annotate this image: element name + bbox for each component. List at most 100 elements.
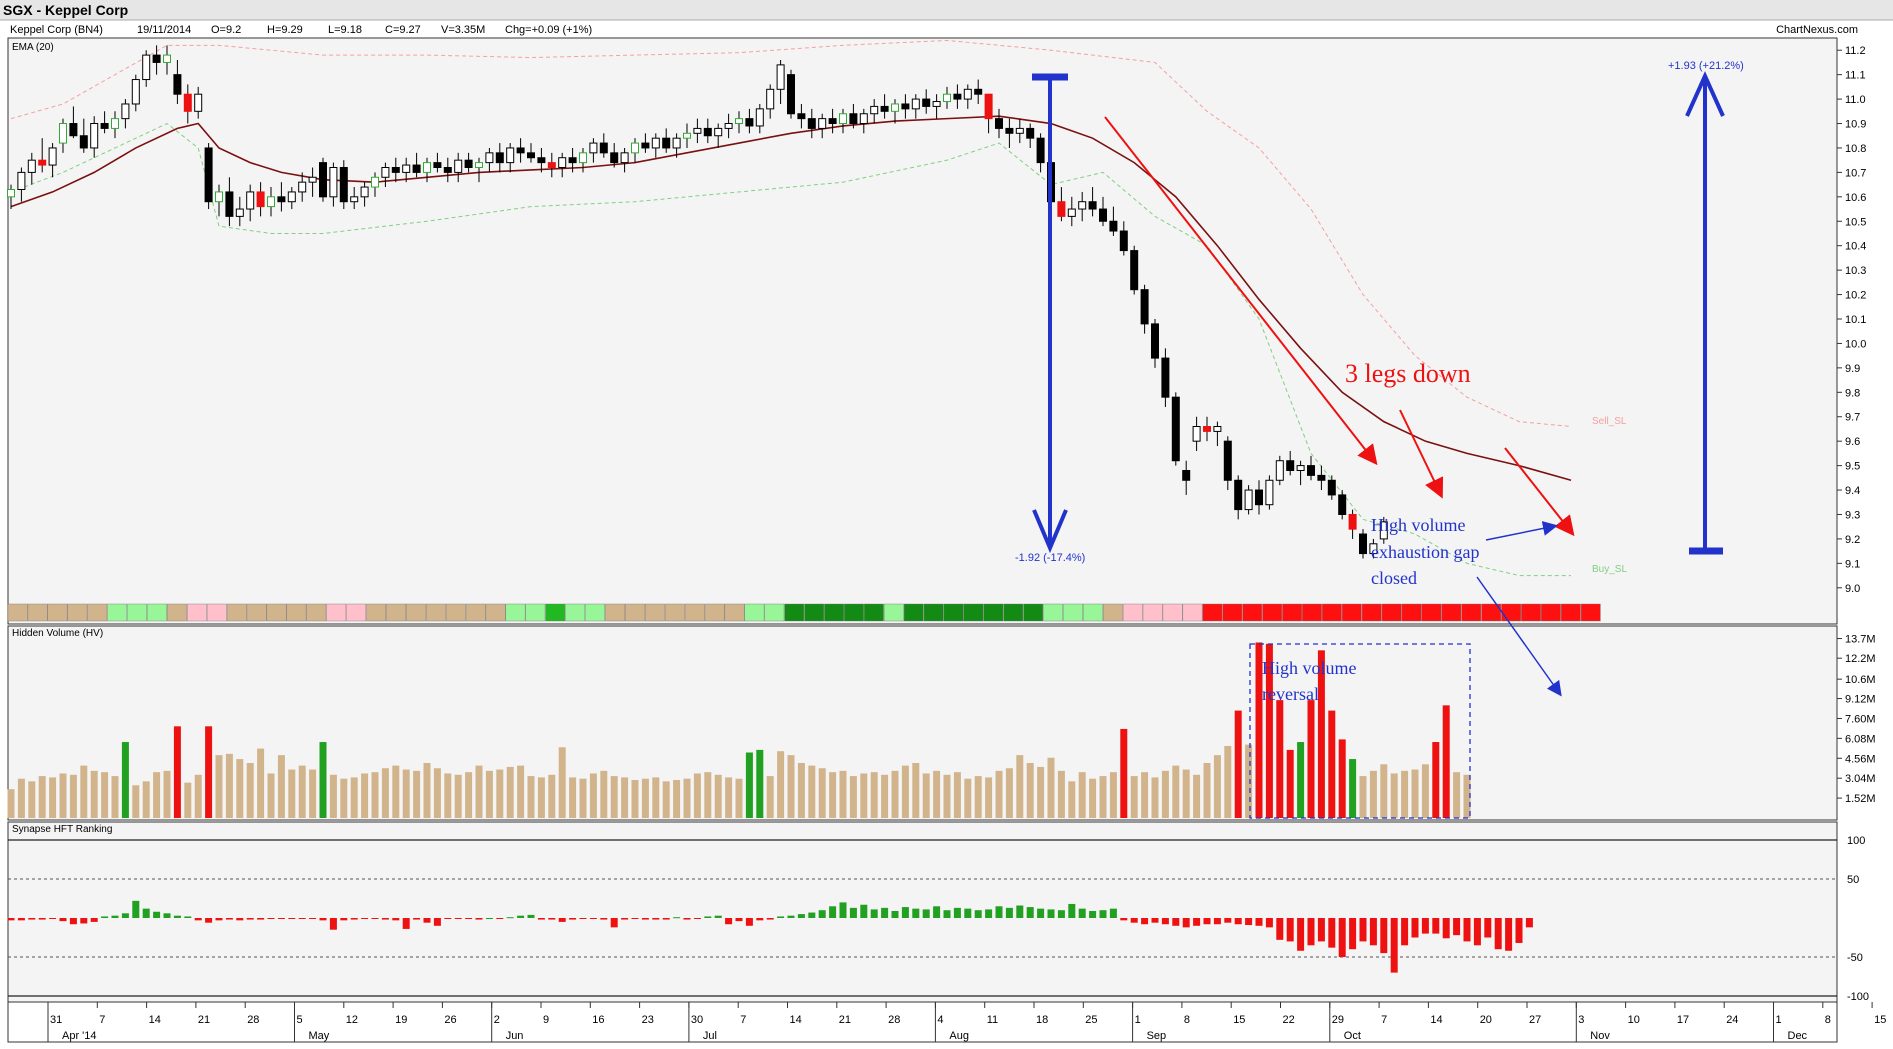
hft-bar	[1505, 918, 1513, 951]
candle-body	[485, 152, 494, 164]
candle-body	[475, 162, 483, 169]
candle-body	[932, 101, 941, 107]
hft-bar	[1234, 918, 1242, 925]
date-tick-label: 7	[1381, 1014, 1387, 1026]
date-tick-label: 21	[198, 1014, 210, 1026]
candle-body	[350, 196, 359, 203]
hft-bar	[402, 918, 410, 929]
price-tick-label: 10.7	[1845, 167, 1866, 179]
rank-bar-segment	[1501, 603, 1521, 622]
hft-bar	[288, 918, 296, 919]
candle-body	[1026, 127, 1035, 139]
volume-bar	[59, 773, 67, 818]
volume-bar	[506, 766, 514, 818]
volume-bar	[225, 753, 233, 818]
rank-bar-segment	[87, 603, 108, 622]
quote-date: 19/11/2014	[137, 24, 191, 36]
quote-close: C=9.27	[385, 24, 421, 36]
rank-bar-segment	[923, 603, 944, 622]
rank-bar-segment	[684, 603, 705, 622]
rank-bar-segment	[1361, 603, 1382, 622]
hft-bar	[28, 918, 36, 920]
candle-body	[1171, 396, 1180, 462]
price-tick-label: 9.9	[1845, 363, 1860, 375]
volume-bar	[569, 777, 577, 818]
candle-body	[963, 88, 972, 100]
hft-bar	[839, 902, 847, 918]
three-legs-label: 3 legs down	[1345, 359, 1471, 388]
hft-bar	[215, 918, 223, 921]
date-tick-label: 12	[346, 1014, 358, 1026]
candle-body	[1015, 127, 1024, 134]
volume-tick-label: 4.56M	[1845, 753, 1876, 765]
hft-bar	[1089, 910, 1097, 918]
volume-bar	[1099, 776, 1107, 818]
candle-body	[547, 162, 556, 169]
candle-body	[922, 98, 931, 107]
hft-bar	[1515, 918, 1523, 943]
hft-bar	[1068, 903, 1076, 918]
hft-bar	[589, 918, 597, 919]
volume-tick-label: 10.6M	[1845, 674, 1876, 686]
candle-body	[38, 159, 47, 166]
hft-bar	[1078, 908, 1086, 918]
volume-bar	[340, 778, 348, 818]
volume-bar	[132, 785, 140, 818]
volume-bar	[652, 777, 660, 818]
quote-change: Chg=+0.09 (+1%)	[505, 24, 592, 36]
rank-bar-segment	[1381, 603, 1402, 622]
candle-body	[1067, 208, 1076, 217]
candle-body	[1244, 489, 1253, 511]
volume-bar	[985, 777, 993, 818]
volume-bar	[392, 765, 400, 818]
candle-body	[423, 162, 431, 173]
volume-bar	[101, 772, 109, 818]
candle-body	[537, 157, 546, 164]
hft-bar	[1307, 918, 1315, 946]
exhaustion-arrow-price	[1485, 521, 1558, 541]
hft-bar	[1120, 918, 1128, 921]
candle-body	[631, 142, 639, 154]
candle-body	[298, 181, 307, 193]
volume-bar	[1089, 778, 1097, 818]
rank-bar-segment	[664, 603, 685, 622]
date-tick-label: 23	[642, 1014, 654, 1026]
hft-bar	[745, 918, 753, 926]
hft-bar	[1380, 918, 1388, 954]
rank-bar-segment	[1222, 603, 1243, 622]
date-tick-label: 10	[1628, 1014, 1640, 1026]
rank-bar-segment	[864, 603, 884, 622]
rank-bar-segment	[1541, 603, 1561, 622]
candle-body	[891, 103, 899, 112]
rank-bar-segment	[943, 603, 964, 622]
hft-bar	[662, 918, 670, 920]
date-tick-label: 30	[691, 1014, 703, 1026]
volume-bar	[964, 778, 972, 818]
rank-bar-segment	[1182, 603, 1203, 622]
candle-body	[152, 54, 161, 63]
candle-body	[1088, 201, 1097, 210]
hft-bar	[1369, 918, 1377, 946]
hft-tick-label: -100	[1847, 991, 1869, 1003]
candle-body	[1213, 426, 1222, 432]
hft-bar	[1401, 918, 1409, 946]
month-label: Jun	[506, 1030, 524, 1042]
hft-bar	[579, 918, 587, 919]
rank-bar-segment	[485, 603, 506, 622]
exhaustion-label-line3: closed	[1371, 568, 1417, 588]
hft-bar	[298, 918, 306, 919]
volume-bar	[485, 770, 493, 818]
hft-bar	[444, 918, 452, 919]
hft-bar	[1047, 909, 1055, 918]
date-tick-label: 22	[1283, 1014, 1295, 1026]
hft-bar	[371, 918, 379, 919]
candle-body	[641, 142, 650, 149]
candle-body	[69, 123, 78, 137]
price-tick-label: 9.4	[1845, 485, 1860, 497]
candle-body	[1203, 426, 1211, 432]
hft-bar	[132, 900, 140, 918]
hft-bar	[1224, 918, 1232, 923]
down-move-arrowhead	[1032, 509, 1068, 554]
candle-body	[610, 152, 619, 164]
